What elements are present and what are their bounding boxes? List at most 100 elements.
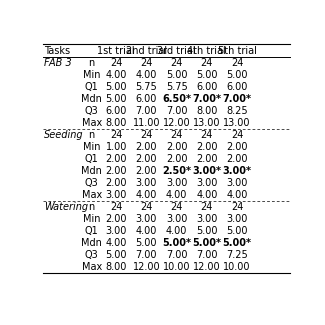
Text: 5.00*: 5.00* xyxy=(223,238,252,248)
Text: 5.00: 5.00 xyxy=(226,226,248,236)
Text: 7.00: 7.00 xyxy=(136,250,157,260)
Text: FAB 3: FAB 3 xyxy=(44,58,72,68)
Text: 5.00: 5.00 xyxy=(105,94,127,104)
Text: 7.00: 7.00 xyxy=(196,250,218,260)
Text: 4th trial: 4th trial xyxy=(188,46,226,56)
Text: Seeding: Seeding xyxy=(44,130,84,140)
Text: 24: 24 xyxy=(140,130,153,140)
Text: 6.50*: 6.50* xyxy=(162,94,191,104)
Text: 7.00*: 7.00* xyxy=(223,94,252,104)
Text: 11.00: 11.00 xyxy=(133,118,160,128)
Text: 7.00: 7.00 xyxy=(136,106,157,116)
Text: 2nd trial: 2nd trial xyxy=(126,46,167,56)
Text: 2.00: 2.00 xyxy=(105,178,127,188)
Text: 5.00: 5.00 xyxy=(105,250,127,260)
Text: Q3: Q3 xyxy=(85,106,98,116)
Text: 5.75: 5.75 xyxy=(166,82,188,92)
Text: Q3: Q3 xyxy=(85,178,98,188)
Text: 5.00: 5.00 xyxy=(196,70,218,80)
Text: 8.00: 8.00 xyxy=(196,106,217,116)
Text: 5.00: 5.00 xyxy=(105,82,127,92)
Text: 7.25: 7.25 xyxy=(226,250,248,260)
Text: 4.00: 4.00 xyxy=(136,226,157,236)
Text: Min: Min xyxy=(83,70,100,80)
Text: 5.00: 5.00 xyxy=(226,70,248,80)
Text: 4.00: 4.00 xyxy=(227,190,248,200)
Text: 24: 24 xyxy=(170,130,183,140)
Text: n: n xyxy=(88,130,95,140)
Text: 24: 24 xyxy=(201,58,213,68)
Text: 2.00: 2.00 xyxy=(196,154,218,164)
Text: 24: 24 xyxy=(201,130,213,140)
Text: 5th trial: 5th trial xyxy=(218,46,256,56)
Text: Max: Max xyxy=(82,262,102,272)
Text: 5.00: 5.00 xyxy=(136,238,157,248)
Text: 4.00: 4.00 xyxy=(106,70,127,80)
Text: 2.00: 2.00 xyxy=(105,214,127,224)
Text: 10.00: 10.00 xyxy=(223,262,251,272)
Text: Max: Max xyxy=(82,190,102,200)
Text: 8.25: 8.25 xyxy=(226,106,248,116)
Text: 24: 24 xyxy=(231,130,243,140)
Text: 2.50*: 2.50* xyxy=(162,166,191,176)
Text: 8.00: 8.00 xyxy=(106,118,127,128)
Text: 24: 24 xyxy=(140,202,153,212)
Text: Min: Min xyxy=(83,142,100,152)
Text: 3.00: 3.00 xyxy=(196,178,217,188)
Text: 1.00: 1.00 xyxy=(106,142,127,152)
Text: 2.00: 2.00 xyxy=(166,142,188,152)
Text: 6.00: 6.00 xyxy=(196,82,217,92)
Text: 3.00: 3.00 xyxy=(196,214,217,224)
Text: 24: 24 xyxy=(110,202,123,212)
Text: 6.00: 6.00 xyxy=(106,106,127,116)
Text: 7.00: 7.00 xyxy=(166,250,188,260)
Text: 6.00: 6.00 xyxy=(227,82,248,92)
Text: 3rd trial: 3rd trial xyxy=(157,46,196,56)
Text: 24: 24 xyxy=(170,202,183,212)
Text: n: n xyxy=(88,202,95,212)
Text: 2.00: 2.00 xyxy=(136,142,157,152)
Text: Tasks: Tasks xyxy=(44,46,70,56)
Text: 5.00*: 5.00* xyxy=(162,238,191,248)
Text: 12.00: 12.00 xyxy=(133,262,160,272)
Text: 3.00: 3.00 xyxy=(227,214,248,224)
Text: 6.00: 6.00 xyxy=(136,94,157,104)
Text: 3.00: 3.00 xyxy=(136,214,157,224)
Text: 2.00: 2.00 xyxy=(136,154,157,164)
Text: 5.75: 5.75 xyxy=(136,82,157,92)
Text: 24: 24 xyxy=(201,202,213,212)
Text: 4.00: 4.00 xyxy=(166,190,187,200)
Text: 13.00: 13.00 xyxy=(193,118,221,128)
Text: Mdn: Mdn xyxy=(81,166,102,176)
Text: 3.00*: 3.00* xyxy=(223,166,252,176)
Text: Mdn: Mdn xyxy=(81,94,102,104)
Text: 24: 24 xyxy=(110,58,123,68)
Text: 4.00: 4.00 xyxy=(106,238,127,248)
Text: 7.00: 7.00 xyxy=(166,106,188,116)
Text: 24: 24 xyxy=(170,58,183,68)
Text: Mdn: Mdn xyxy=(81,238,102,248)
Text: 4.00: 4.00 xyxy=(136,190,157,200)
Text: 2.00: 2.00 xyxy=(196,142,218,152)
Text: 2.00: 2.00 xyxy=(105,154,127,164)
Text: 12.00: 12.00 xyxy=(193,262,221,272)
Text: 2.00: 2.00 xyxy=(226,142,248,152)
Text: Q1: Q1 xyxy=(85,226,98,236)
Text: 2.00: 2.00 xyxy=(105,166,127,176)
Text: 3.00: 3.00 xyxy=(106,226,127,236)
Text: 5.00: 5.00 xyxy=(196,226,218,236)
Text: Q1: Q1 xyxy=(85,82,98,92)
Text: 4.00: 4.00 xyxy=(136,70,157,80)
Text: 24: 24 xyxy=(231,58,243,68)
Text: Q3: Q3 xyxy=(85,250,98,260)
Text: 3.00: 3.00 xyxy=(227,178,248,188)
Text: 12.00: 12.00 xyxy=(163,118,190,128)
Text: 3.00*: 3.00* xyxy=(192,166,221,176)
Text: 2.00: 2.00 xyxy=(166,154,188,164)
Text: 24: 24 xyxy=(110,130,123,140)
Text: Q1: Q1 xyxy=(85,154,98,164)
Text: Min: Min xyxy=(83,214,100,224)
Text: Max: Max xyxy=(82,118,102,128)
Text: 5.00*: 5.00* xyxy=(192,238,221,248)
Text: 2.00: 2.00 xyxy=(136,166,157,176)
